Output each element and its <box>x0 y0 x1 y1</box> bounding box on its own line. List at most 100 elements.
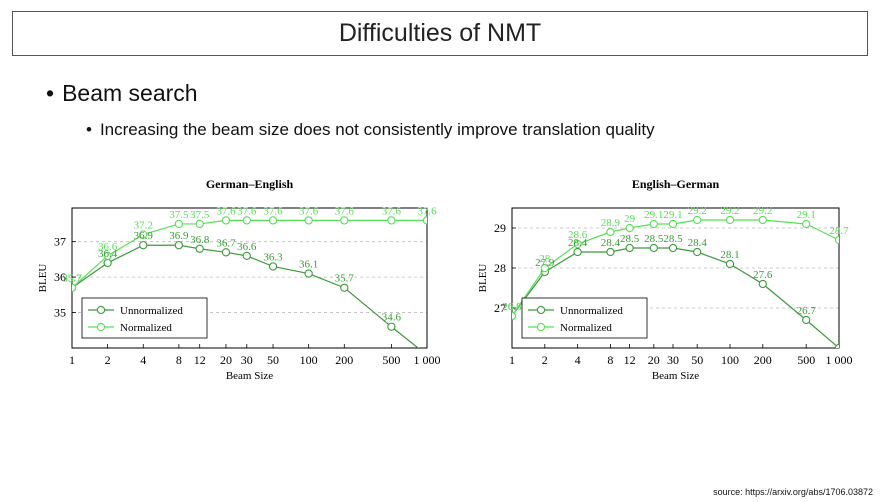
data-point <box>693 215 702 225</box>
data-point <box>802 219 811 229</box>
data-label: 28.7 <box>829 225 849 237</box>
legend-label: Normalized <box>120 322 172 334</box>
source-citation: source: https://arxiv.org/abs/1706.03872 <box>713 487 873 497</box>
series-line <box>72 219 427 289</box>
data-point <box>340 283 349 292</box>
data-label: 36.9 <box>134 230 154 242</box>
data-point <box>139 230 148 239</box>
data-point <box>540 263 549 273</box>
data-label: 37.2 <box>134 220 153 232</box>
data-label: 37.6 <box>417 205 437 217</box>
data-label: 29.2 <box>753 205 772 217</box>
data-label: 26.8 <box>502 301 522 313</box>
data-point <box>304 269 313 278</box>
y-tick-label: 29 <box>494 221 506 235</box>
bullet-beam-search: • Beam search <box>46 80 198 107</box>
data-point <box>103 258 112 268</box>
y-tick-label: 35 <box>54 306 66 320</box>
x-tick-label: 50 <box>691 353 703 367</box>
x-tick-label: 20 <box>648 353 660 367</box>
data-point <box>693 247 702 257</box>
data-point <box>103 251 112 260</box>
data-point <box>221 216 231 225</box>
data-point <box>268 216 278 225</box>
data-label: 35.7 <box>62 273 82 285</box>
data-label: 37.6 <box>335 205 355 217</box>
x-tick-label: 8 <box>176 353 182 367</box>
data-label: 29 <box>624 213 636 225</box>
legend-swatch-marker <box>536 322 546 332</box>
data-label: 37.6 <box>263 205 283 217</box>
series-line <box>512 247 839 348</box>
data-point <box>649 243 658 253</box>
x-tick-label: 100 <box>721 353 739 367</box>
x-tick-label: 500 <box>797 353 815 367</box>
data-point <box>668 219 678 229</box>
legend-label: Unnormalized <box>120 305 183 317</box>
legend-label: Unnormalized <box>560 305 623 317</box>
data-point <box>625 223 634 233</box>
data-point <box>340 216 349 225</box>
data-point <box>304 216 313 225</box>
y-tick-label: 36 <box>54 270 66 284</box>
data-point <box>221 248 231 257</box>
chart-title: German–English <box>206 177 294 191</box>
data-label: 29.2 <box>688 205 707 217</box>
y-tick-label: 28 <box>494 261 506 275</box>
data-label: 36.6 <box>98 241 118 253</box>
data-label: 36.1 <box>299 259 318 271</box>
data-label: 36.4 <box>98 248 118 260</box>
series-group <box>72 216 427 348</box>
data-label: 37.5 <box>190 209 210 221</box>
x-tick-label: 8 <box>607 353 613 367</box>
data-label: 34.6 <box>382 312 402 324</box>
x-tick-label: 12 <box>194 353 206 367</box>
data-label: 29.1 <box>797 209 816 221</box>
data-label: 37.6 <box>382 205 402 217</box>
sub-bullet-text: Increasing the beam size does not consis… <box>99 120 655 139</box>
series-line <box>512 219 839 317</box>
data-label: 27.6 <box>753 269 773 281</box>
legend-swatch-marker <box>96 322 106 332</box>
slide-title: Difficulties of NMT <box>338 19 542 47</box>
data-point <box>242 216 251 225</box>
data-label: 35.7 <box>335 273 355 285</box>
x-tick-label: 2 <box>105 353 111 367</box>
legend-swatch-marker <box>536 305 546 315</box>
y-tick-label: 27 <box>494 301 506 315</box>
data-label: 28.5 <box>644 233 664 245</box>
data-point <box>649 219 658 229</box>
series-group <box>512 215 839 348</box>
legend-swatch-marker <box>96 305 106 315</box>
data-point <box>725 259 735 269</box>
data-point <box>725 215 735 225</box>
x-tick-label: 50 <box>267 353 279 367</box>
data-label: 37.6 <box>237 205 257 217</box>
plot-frame <box>71 207 428 349</box>
data-point <box>512 311 517 321</box>
x-tick-label: 2 <box>542 353 548 367</box>
legend-box <box>81 297 208 339</box>
data-point <box>387 322 396 331</box>
x-axis-label: Beam Size <box>652 370 699 382</box>
x-tick-label: 200 <box>754 353 772 367</box>
sub-bullet-beam-size: • Increasing the beam size does not consi… <box>86 120 655 140</box>
data-point <box>268 262 278 271</box>
data-label: 36.3 <box>263 251 283 263</box>
data-label: 28.4 <box>688 237 708 249</box>
data-point <box>834 343 839 348</box>
y-tick-label: 37 <box>54 235 66 249</box>
data-point <box>802 315 811 325</box>
plot-frame <box>511 207 840 349</box>
data-point <box>174 241 184 250</box>
y-axis-label: BLEU <box>477 264 489 293</box>
data-point <box>573 247 582 257</box>
data-label: 28.1 <box>720 249 739 261</box>
x-tick-label: 1 <box>69 353 75 367</box>
x-tick-label: 200 <box>335 353 353 367</box>
x-tick-label: 4 <box>140 353 146 367</box>
data-label: 28.6 <box>568 229 588 241</box>
data-label: 36.6 <box>237 241 257 253</box>
data-point <box>606 247 615 257</box>
